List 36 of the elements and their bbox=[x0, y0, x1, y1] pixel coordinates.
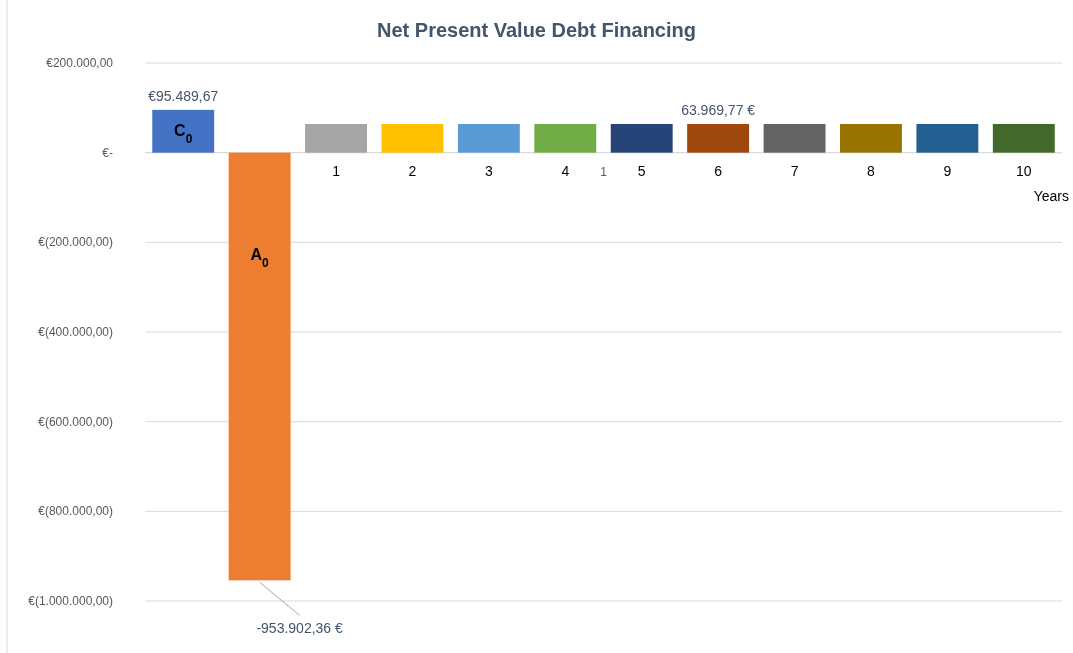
bar bbox=[610, 123, 673, 153]
y-tick-label: €(600.000,00) bbox=[38, 414, 113, 429]
y-tick-label: €(800.000,00) bbox=[38, 504, 113, 519]
bar bbox=[228, 152, 291, 581]
bar bbox=[992, 123, 1055, 153]
x-axis-title: Years bbox=[1033, 187, 1069, 204]
x-tick-label: 6 bbox=[714, 162, 723, 179]
bar bbox=[381, 123, 444, 153]
x-tick-label: 2 bbox=[408, 162, 417, 179]
bar bbox=[534, 123, 597, 153]
x-tick-label: 10 bbox=[1016, 162, 1032, 179]
x-tick-label: 7 bbox=[790, 162, 799, 179]
x-tick-label: 5 bbox=[637, 162, 646, 179]
bar bbox=[152, 109, 215, 153]
bar bbox=[457, 123, 520, 153]
y-tick-label: €200.000,00 bbox=[46, 56, 114, 70]
x-tick-label: 8 bbox=[867, 162, 876, 179]
bar bbox=[687, 123, 750, 153]
y-tick-label: €(1.000.000,00) bbox=[28, 594, 113, 608]
data-label: -953.902,36 € bbox=[256, 620, 344, 637]
chart-title: Net Present Value Debt Financing bbox=[377, 19, 696, 41]
y-tick-label: €- bbox=[102, 145, 113, 160]
y-tick-label: €(200.000,00) bbox=[38, 235, 113, 250]
bar bbox=[916, 123, 979, 153]
x-tick-label: 3 bbox=[484, 162, 493, 179]
bar bbox=[840, 123, 902, 153]
data-label: 63.969,77 € bbox=[681, 101, 756, 118]
bar bbox=[305, 123, 367, 153]
x-tick-label: 4 bbox=[561, 162, 570, 179]
y-tick-label: €(400.000,00) bbox=[38, 325, 113, 339]
x-tick-label: 1 bbox=[332, 162, 341, 179]
x-tick-label: 9 bbox=[943, 162, 952, 179]
bar bbox=[763, 123, 826, 153]
annotation: A$_{0}$ bbox=[250, 246, 270, 271]
data-label: €95.489,67 bbox=[148, 87, 219, 104]
annotation: C$_{0}$ bbox=[174, 122, 193, 147]
